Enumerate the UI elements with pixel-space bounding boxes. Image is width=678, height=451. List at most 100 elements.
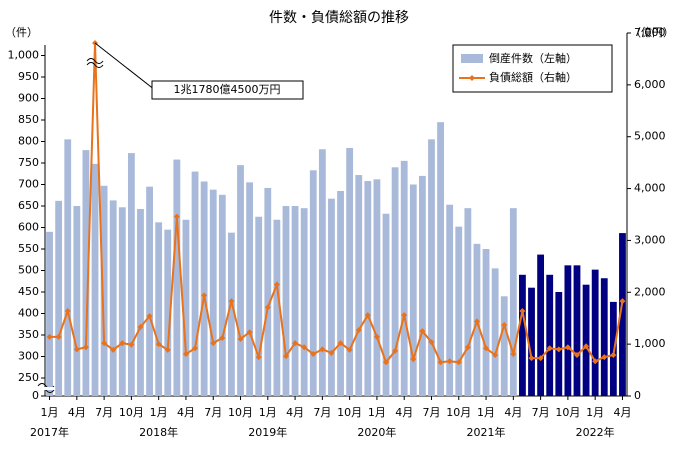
line-marker	[201, 292, 208, 299]
x-tick-label: 10月	[228, 406, 253, 419]
line-marker	[464, 344, 471, 351]
x-year-label: 2019年	[248, 425, 287, 439]
bar	[127, 153, 135, 396]
bar	[55, 200, 63, 396]
bar	[282, 206, 290, 396]
bar	[482, 249, 490, 396]
line-marker	[337, 340, 344, 347]
x-tick-label: 7月	[204, 406, 222, 419]
line-marker	[137, 324, 144, 331]
line-marker	[210, 340, 217, 347]
line-marker	[601, 354, 608, 361]
y-tick-label: 250	[18, 371, 39, 384]
y2-tick-label: 6,000	[634, 78, 666, 91]
legend-swatch	[469, 75, 475, 81]
annotation: 1兆1780億4500万円	[174, 83, 281, 96]
line-marker	[310, 350, 317, 357]
bar	[400, 160, 408, 396]
bar	[182, 219, 190, 396]
y2-tick-label: 2,000	[634, 285, 666, 298]
line-marker	[383, 359, 390, 366]
y-tick-label: 950	[18, 70, 39, 83]
line-marker	[401, 312, 408, 319]
bar	[337, 190, 344, 396]
legend-label: 負債総額（右軸）	[489, 70, 577, 84]
line-marker	[319, 346, 326, 353]
line-marker	[182, 350, 189, 357]
bar	[546, 274, 554, 396]
bar	[64, 139, 72, 396]
y-tick-label: 550	[18, 242, 39, 255]
line-marker	[110, 346, 117, 353]
y-tick-label: 1,000	[8, 49, 40, 62]
line-marker	[73, 346, 80, 353]
bar	[237, 165, 244, 396]
y2-axis-label: （億円）	[630, 26, 674, 39]
line-marker	[364, 312, 371, 319]
bar	[291, 206, 299, 396]
line-marker	[219, 334, 226, 341]
y-tick-label: 750	[18, 156, 39, 169]
x-year-label: 2020年	[357, 425, 396, 439]
bar	[446, 204, 454, 396]
bar	[346, 147, 354, 396]
line-marker	[373, 333, 380, 340]
line-marker	[119, 340, 126, 347]
x-tick-label: 4月	[68, 406, 86, 419]
x-tick-label: 4月	[504, 406, 522, 419]
line-marker	[46, 333, 53, 340]
line-marker	[592, 358, 599, 365]
line	[49, 42, 624, 365]
bar	[246, 182, 254, 396]
bar	[537, 254, 545, 396]
bar	[509, 208, 517, 396]
bar	[564, 265, 572, 396]
line-marker	[164, 346, 171, 353]
bar	[200, 181, 208, 396]
x-year-label: 2018年	[139, 425, 178, 439]
line-marker	[101, 340, 108, 347]
y-tick-label: 800	[18, 135, 39, 148]
line-marker	[564, 344, 571, 351]
x-tick-label: 7月	[313, 406, 331, 419]
bar	[437, 122, 444, 397]
y2-tick-label: 1,000	[634, 337, 666, 350]
bar	[355, 175, 363, 396]
y2-tick-label: 4,000	[634, 182, 666, 195]
bar	[164, 229, 172, 396]
bar	[573, 265, 581, 396]
bar	[209, 189, 217, 396]
bar	[619, 233, 626, 396]
axis-break	[86, 58, 104, 68]
y2-tick-label: 3,000	[634, 233, 666, 246]
line-marker	[428, 339, 435, 346]
legend-swatch	[461, 54, 483, 63]
line-marker	[473, 318, 480, 325]
line-marker	[255, 354, 262, 361]
line-marker	[392, 347, 399, 354]
line-marker	[155, 341, 162, 348]
y-tick-label: 400	[18, 307, 39, 320]
x-tick-label: 7月	[532, 406, 550, 419]
line-marker	[273, 281, 280, 288]
x-tick-label: 7月	[95, 406, 113, 419]
x-year-label: 2021年	[467, 425, 506, 439]
y2-tick-label: 0	[634, 389, 641, 402]
y-tick-label: 300	[18, 350, 39, 363]
bar	[318, 149, 326, 396]
bar	[255, 216, 263, 396]
line-marker	[128, 341, 135, 348]
y2-tick-label: 5,000	[634, 130, 666, 143]
y-tick-label: 450	[18, 285, 39, 298]
leader-line	[94, 42, 156, 91]
x-tick-label: 1月	[150, 406, 168, 419]
bar	[409, 184, 417, 396]
chart-title: 件数・負債総額の推移	[269, 10, 409, 26]
bar	[391, 167, 399, 396]
bar	[555, 292, 563, 396]
bar	[500, 296, 508, 396]
x-tick-label: 4月	[177, 406, 195, 419]
bar	[100, 185, 108, 396]
bar	[582, 284, 590, 396]
